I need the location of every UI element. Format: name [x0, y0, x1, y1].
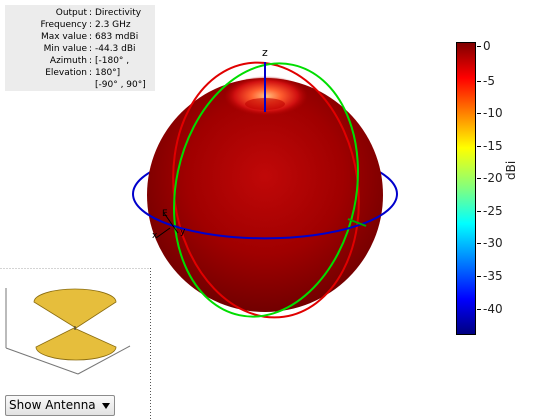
colorbar-tick-label: -40 — [483, 302, 503, 316]
colorbar-tick — [477, 276, 481, 277]
colorbar-tick — [477, 309, 481, 310]
info-value: [-180° , — [95, 56, 130, 66]
colorbar-unit-label: dBi — [504, 160, 518, 180]
info-separator: : — [89, 68, 93, 78]
info-row-frequency: Frequency : 2.3 GHz — [5, 19, 155, 31]
axis-label-x: x — [152, 231, 158, 241]
colorbar-tick-label: -5 — [483, 74, 495, 88]
pattern-info-panel: Output : Directivity Frequency : 2.3 GHz… — [5, 5, 155, 91]
antenna-bottom-cone — [35, 327, 117, 361]
dropdown-label: Show Antenna — [9, 398, 96, 412]
colorbar-tick — [477, 243, 481, 244]
colorbar-tick-label: -25 — [483, 204, 503, 218]
x-axis-stub — [155, 227, 171, 239]
axis-label-y: y — [180, 227, 186, 237]
colorbar-tick-label: -20 — [483, 171, 503, 185]
info-value: [-90° , 90°] — [95, 80, 146, 90]
antenna-top-cone — [33, 288, 117, 329]
info-separator: : — [89, 32, 93, 42]
colorbar-tick — [477, 46, 481, 47]
antenna-preview-panel — [0, 268, 151, 420]
ground-line — [5, 347, 79, 375]
colorbar-tick-label: -15 — [483, 139, 503, 153]
colorbar-tick — [477, 81, 481, 82]
info-separator: : — [89, 8, 93, 18]
info-value: Directivity — [95, 8, 142, 18]
info-label: Elevation — [45, 68, 87, 78]
info-value: 180°] — [95, 68, 121, 78]
info-row-max-value: Max value : 683 mdBi — [5, 31, 155, 43]
info-label: Max value — [40, 32, 87, 42]
azimuth-ring-front — [132, 193, 398, 240]
chevron-down-icon[interactable] — [102, 403, 110, 409]
info-label: Min value — [43, 44, 87, 54]
colorbar-tick — [477, 113, 481, 114]
colorbar-tick — [477, 211, 481, 212]
colorbar-tick — [477, 146, 481, 147]
colorbar-tick-label: -30 — [483, 236, 503, 250]
origin-label: E — [162, 209, 168, 219]
elevation-ring-green — [173, 62, 359, 318]
show-antenna-dropdown[interactable]: Show Antenna — [5, 395, 115, 416]
x-axis — [347, 218, 367, 227]
y-axis-stub — [163, 212, 179, 234]
info-label: Frequency — [40, 20, 88, 30]
info-row-min-value: Min value : -44.3 dBi — [5, 43, 155, 55]
colorbar-tick-label: -10 — [483, 106, 503, 120]
info-row-azimuth: Azimuth : [-180° , — [5, 55, 155, 67]
colorbar-tick — [477, 178, 481, 179]
directivity-sphere — [147, 78, 383, 312]
z-axis-label: z — [262, 46, 268, 59]
ground-line — [77, 345, 131, 375]
colorbar-tick-label: -35 — [483, 269, 503, 283]
info-label: Output — [55, 8, 87, 18]
info-value: -44.3 dBi — [95, 44, 136, 54]
info-value: 2.3 GHz — [95, 20, 131, 30]
info-separator: : — [89, 56, 93, 66]
info-value: 683 mdBi — [95, 32, 139, 42]
info-row-elevation: Elevation : 180°] — [5, 67, 155, 79]
info-row-output: Output : Directivity — [5, 7, 155, 19]
info-separator: : — [89, 44, 93, 54]
info-separator: : — [89, 20, 93, 30]
colorbar — [456, 42, 476, 335]
colorbar-tick-label: 0 — [483, 39, 491, 53]
info-row-elevation-range: [-90° , 90°] — [5, 79, 155, 91]
info-label: Azimuth — [49, 56, 87, 66]
